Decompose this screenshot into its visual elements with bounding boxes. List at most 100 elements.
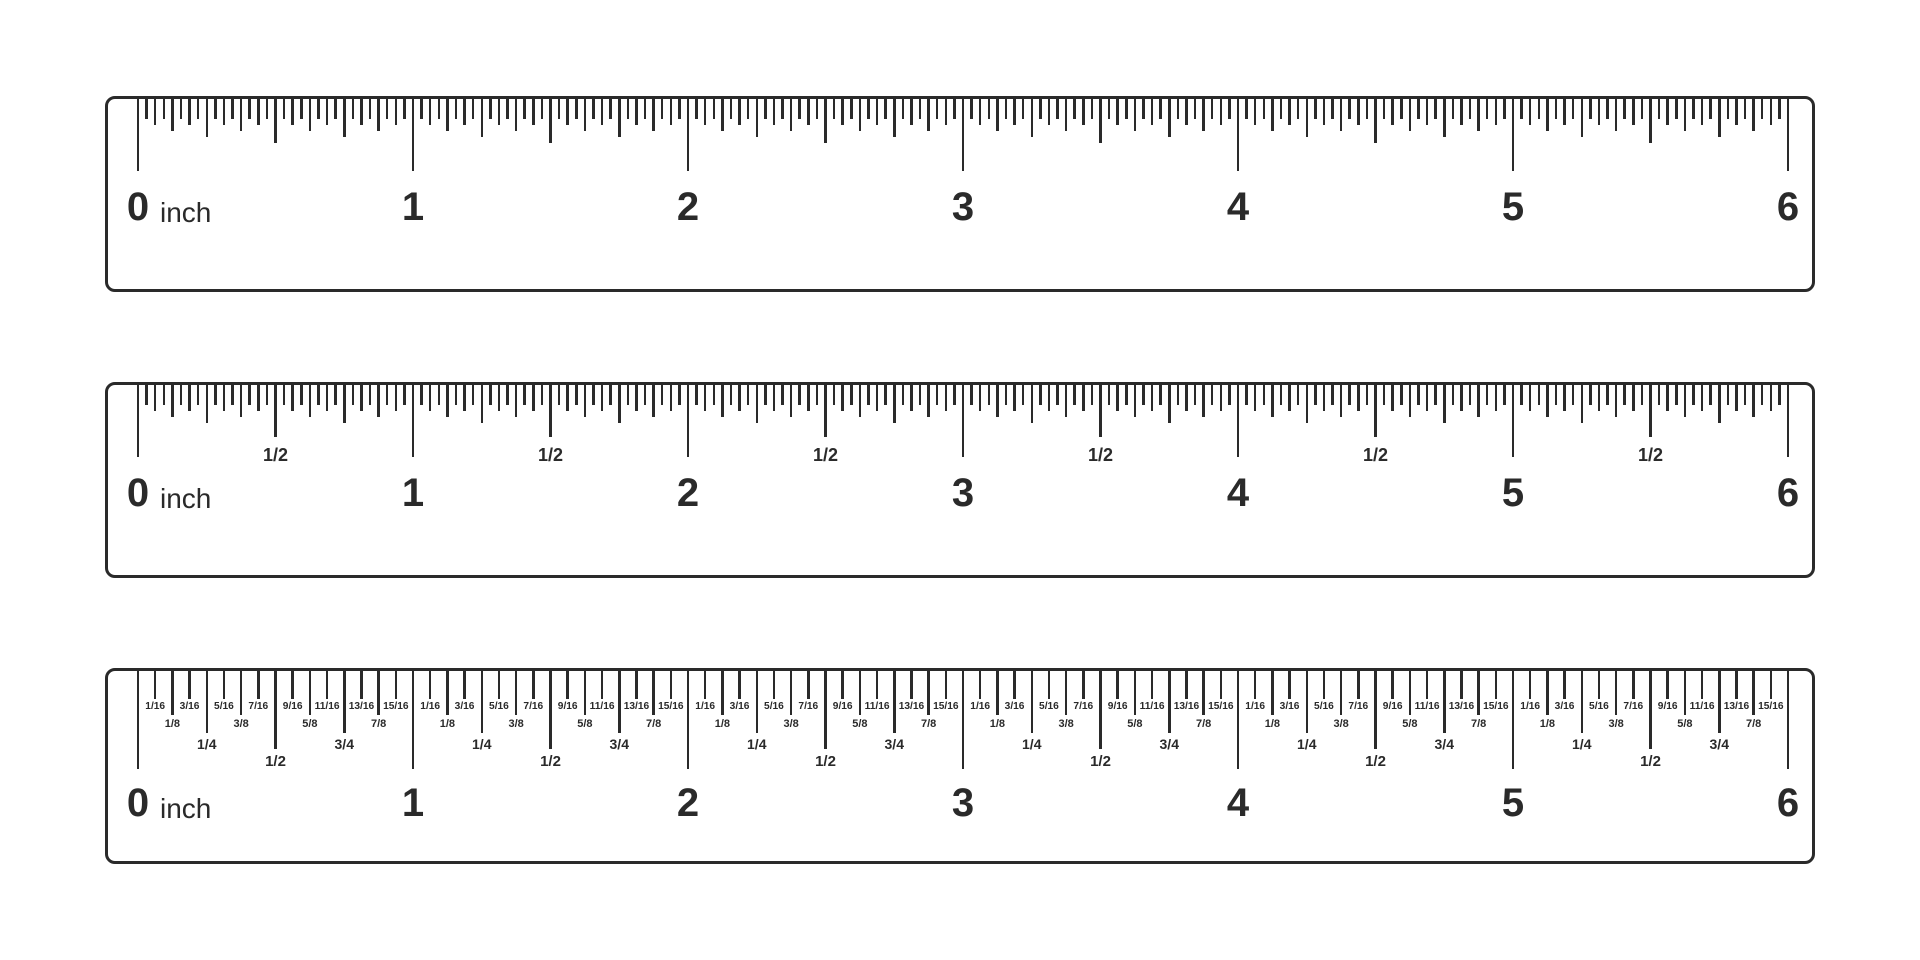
tick-thirtysecond [919, 385, 922, 405]
tick-thirtysecond [730, 99, 733, 119]
tick-thirtysecond [317, 385, 320, 405]
tick-quarter [1306, 385, 1309, 423]
tick-quarter [1168, 99, 1171, 137]
tick-sixteenth [876, 385, 879, 411]
tick-eighth [171, 99, 174, 131]
tick-eighth [377, 671, 380, 715]
tick-sixteenth [498, 385, 501, 411]
tick-half [1099, 671, 1102, 749]
tick-thirtysecond [1503, 385, 1506, 405]
eighth-label: 3/8 [233, 718, 248, 730]
tick-sixteenth [1357, 99, 1360, 125]
tick-sixteenth [1770, 385, 1773, 411]
tick-sixteenth [360, 385, 363, 411]
tick-major [412, 385, 415, 457]
tick-sixteenth [1082, 385, 1085, 411]
sixteenth-label: 11/16 [1415, 701, 1440, 712]
tick-sixteenth [395, 99, 398, 125]
tick-thirtysecond [1417, 99, 1420, 119]
tick-major [1512, 671, 1515, 769]
tick-thirtysecond [1245, 99, 1248, 119]
tick-quarter [1306, 671, 1309, 733]
quarter-label: 3/4 [610, 736, 629, 752]
tick-sixteenth [1357, 385, 1360, 411]
tick-quarter [1443, 99, 1446, 137]
tick-quarter [1718, 385, 1721, 423]
tick-sixteenth [188, 385, 191, 411]
tick-half [1649, 99, 1652, 143]
tick-thirtysecond [1589, 385, 1592, 405]
tick-eighth [1271, 99, 1274, 131]
tick-thirtysecond [1778, 385, 1781, 405]
tick-sixteenth [532, 99, 535, 125]
tick-thirtysecond [970, 385, 973, 405]
tick-sixteenth [463, 385, 466, 411]
tick-half [274, 385, 277, 437]
half-label: 1/2 [1640, 753, 1661, 770]
tick-thirtysecond [1520, 99, 1523, 119]
sixteenth-label: 3/16 [1280, 701, 1300, 712]
tick-eighth [790, 671, 793, 715]
tick-eighth [1065, 671, 1068, 715]
tick-sixteenth [326, 385, 329, 411]
half-label: 1/2 [813, 445, 838, 466]
tick-thirtysecond [1142, 99, 1145, 119]
tick-sixteenth [1529, 385, 1532, 411]
tick-thirtysecond [1091, 385, 1094, 405]
tick-thirtysecond [1761, 385, 1764, 405]
quarter-label: 1/4 [472, 736, 491, 752]
half-label: 1/2 [1638, 445, 1663, 466]
tick-thirtysecond [970, 99, 973, 119]
tick-sixteenth [635, 671, 638, 699]
tick-eighth [652, 99, 655, 131]
tick-thirtysecond [386, 99, 389, 119]
tick-thirtysecond [1245, 385, 1248, 405]
tick-thirtysecond [248, 99, 251, 119]
tick-thirtysecond [1073, 385, 1076, 405]
tick-thirtysecond [1503, 99, 1506, 119]
tick-sixteenth [1598, 671, 1601, 699]
tick-sixteenth [841, 671, 844, 699]
tick-quarter [893, 99, 896, 137]
sixteenth-label: 11/16 [865, 701, 890, 712]
tick-eighth [1271, 385, 1274, 417]
inch-number-4: 4 [1227, 471, 1249, 516]
tick-thirtysecond [1452, 385, 1455, 405]
tick-thirtysecond [1263, 385, 1266, 405]
tick-eighth [1409, 385, 1412, 417]
sixteenth-label: 9/16 [1383, 701, 1403, 712]
tick-eighth [1477, 99, 1480, 131]
tick-thirtysecond [1778, 99, 1781, 119]
tick-sixteenth [738, 671, 741, 699]
tick-thirtysecond [506, 99, 509, 119]
tick-thirtysecond [867, 99, 870, 119]
ruler-basic: 0123456inch [105, 96, 1815, 292]
tick-thirtysecond [609, 385, 612, 405]
tick-quarter [1581, 99, 1584, 137]
tick-eighth [1615, 99, 1618, 131]
tick-sixteenth [1495, 385, 1498, 411]
inch-number-2: 2 [677, 471, 699, 516]
tick-thirtysecond [1383, 385, 1386, 405]
tick-thirtysecond [1194, 385, 1197, 405]
tick-sixteenth [1013, 99, 1016, 125]
tick-thirtysecond [1331, 385, 1334, 405]
eighth-label: 1/8 [1540, 718, 1555, 730]
tick-sixteenth [223, 671, 226, 699]
quarter-label: 1/4 [1297, 736, 1316, 752]
tick-sixteenth [841, 99, 844, 125]
tick-sixteenth [1288, 671, 1291, 699]
tick-eighth [1134, 671, 1137, 715]
tick-sixteenth [1116, 671, 1119, 699]
tick-sixteenth [1529, 99, 1532, 125]
tick-sixteenth [532, 385, 535, 411]
sixteenth-label: 7/16 [798, 701, 818, 712]
tick-thirtysecond [1520, 385, 1523, 405]
tick-thirtysecond [1194, 99, 1197, 119]
tick-eighth [1065, 385, 1068, 417]
tick-major [1787, 385, 1790, 457]
tick-thirtysecond [678, 99, 681, 119]
tick-quarter [1306, 99, 1309, 137]
inch-number-0: 0 [127, 185, 149, 230]
tick-thirtysecond [1434, 385, 1437, 405]
